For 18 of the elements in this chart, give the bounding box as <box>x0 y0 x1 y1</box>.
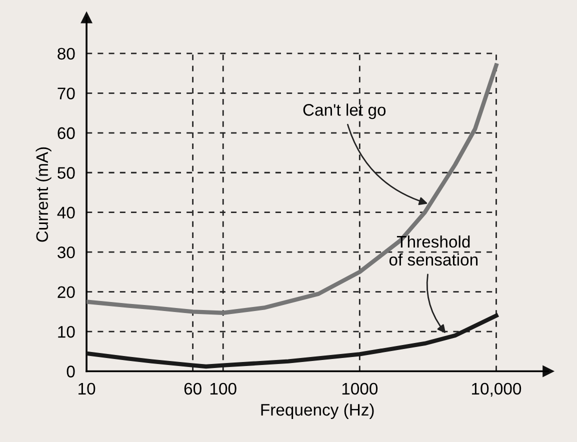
x-tick-label: 100 <box>210 382 236 395</box>
x-tick-label: 10,000 <box>472 382 522 397</box>
y-tick-label: 0 <box>66 366 75 378</box>
y-tick-label: 10 <box>58 326 75 338</box>
annotation: Can't let go <box>303 104 386 120</box>
y-axis-title: Current (mA) <box>36 147 52 242</box>
annotation: Threshold of sensation <box>389 235 478 266</box>
y-tick-label: 20 <box>58 286 75 298</box>
x-tick-label: 10 <box>78 382 96 395</box>
x-axis-title: Frequency (Hz) <box>261 403 374 420</box>
x-tick-label: 1000 <box>342 382 378 395</box>
y-tick-label: 70 <box>58 88 75 100</box>
x-tick-label: 60 <box>184 382 202 395</box>
y-tick-label: 60 <box>58 127 75 140</box>
y-tick-label: 80 <box>58 48 75 60</box>
y-tick-label: 50 <box>58 167 75 179</box>
y-tick-label: 40 <box>57 206 75 219</box>
y-tick-label: 30 <box>58 246 75 258</box>
